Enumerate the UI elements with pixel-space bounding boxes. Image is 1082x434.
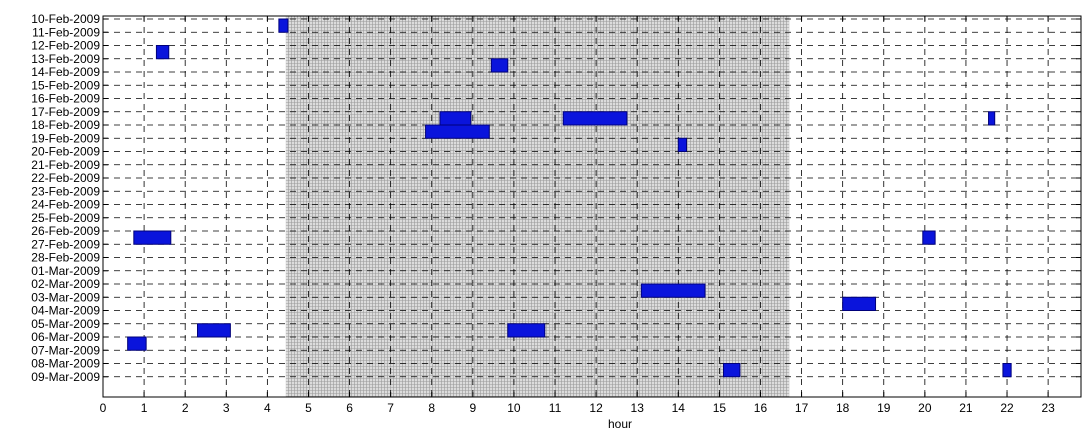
x-tick-label: 22 <box>1000 401 1014 415</box>
x-tick-label: 7 <box>387 401 394 415</box>
y-tick-label: 14-Feb-2009 <box>31 65 100 79</box>
y-tick-label: 02-Mar-2009 <box>31 277 100 291</box>
gantt-bar <box>1002 363 1012 378</box>
y-tick-label: 24-Feb-2009 <box>31 198 100 212</box>
y-tick-label: 27-Feb-2009 <box>31 237 100 251</box>
x-tick-label: 0 <box>100 401 107 415</box>
gantt-bar <box>922 230 936 245</box>
y-tick-label: 08-Mar-2009 <box>31 357 100 371</box>
y-tick-label: 07-Mar-2009 <box>31 343 100 357</box>
y-tick-label: 03-Mar-2009 <box>31 290 100 304</box>
y-tick-label: 26-Feb-2009 <box>31 224 100 238</box>
x-tick-label: 10 <box>507 401 521 415</box>
y-tick-label: 28-Feb-2009 <box>31 251 100 265</box>
gantt-bar <box>507 323 546 338</box>
y-tick-label: 10-Feb-2009 <box>31 12 100 26</box>
y-tick-label: 15-Feb-2009 <box>31 78 100 92</box>
gantt-bar <box>425 124 490 139</box>
x-tick-label: 12 <box>589 401 603 415</box>
gantt-bar <box>640 283 706 298</box>
y-tick-label: 20-Feb-2009 <box>31 145 100 159</box>
x-tick-label: 3 <box>223 401 230 415</box>
x-tick-label: 9 <box>469 401 476 415</box>
x-tick-label: 8 <box>428 401 435 415</box>
x-tick-label: 6 <box>346 401 353 415</box>
y-tick-label: 11-Feb-2009 <box>32 25 100 39</box>
x-tick-label: 4 <box>264 401 271 415</box>
x-tick-label: 17 <box>795 401 809 415</box>
x-tick-label: 23 <box>1041 401 1055 415</box>
y-tick-label: 16-Feb-2009 <box>31 92 100 106</box>
gantt-bar <box>127 336 147 351</box>
gantt-bar <box>278 18 289 33</box>
x-tick-label: 19 <box>877 401 891 415</box>
x-tick-label: 11 <box>549 401 562 415</box>
x-tick-label: 15 <box>713 401 727 415</box>
x-tick-label: 1 <box>141 401 148 415</box>
gantt-bar <box>842 296 877 311</box>
y-tick-label: 17-Feb-2009 <box>31 105 100 119</box>
y-tick-label: 18-Feb-2009 <box>31 118 100 132</box>
y-tick-label: 09-Mar-2009 <box>31 370 100 384</box>
y-tick-label: 19-Feb-2009 <box>31 131 100 145</box>
gantt-bar <box>490 58 509 73</box>
y-tick-label: 23-Feb-2009 <box>31 184 100 198</box>
y-tick-label: 13-Feb-2009 <box>31 52 100 66</box>
shaded-region <box>285 16 790 397</box>
gantt-bar <box>133 230 172 245</box>
x-tick-label: 18 <box>836 401 850 415</box>
gantt-bar <box>677 137 688 152</box>
plot-frame <box>102 15 1082 398</box>
gantt-bar <box>562 111 628 126</box>
gantt-bar <box>197 323 231 338</box>
x-tick-label: 16 <box>754 401 768 415</box>
x-tick-label: 21 <box>959 401 973 415</box>
x-tick-label: 14 <box>672 401 686 415</box>
y-tick-label: 25-Feb-2009 <box>31 211 100 225</box>
gantt-bar <box>439 111 472 126</box>
x-tick-label: 5 <box>305 401 312 415</box>
y-tick-label: 12-Feb-2009 <box>31 39 100 53</box>
y-tick-label: 01-Mar-2009 <box>31 264 100 278</box>
gantt-bar <box>155 45 170 60</box>
y-tick-label: 04-Mar-2009 <box>31 304 100 318</box>
x-tick-label: 2 <box>182 401 189 415</box>
y-tick-label: 05-Mar-2009 <box>31 317 100 331</box>
y-tick-label: 22-Feb-2009 <box>31 171 100 185</box>
x-tick-label: 13 <box>631 401 645 415</box>
gantt-bar <box>988 111 996 126</box>
x-axis-title: hour <box>608 417 632 431</box>
gantt-bar <box>722 363 741 378</box>
y-tick-label: 21-Feb-2009 <box>31 158 100 172</box>
y-tick-label: 06-Mar-2009 <box>31 330 100 344</box>
x-tick-label: 20 <box>918 401 932 415</box>
